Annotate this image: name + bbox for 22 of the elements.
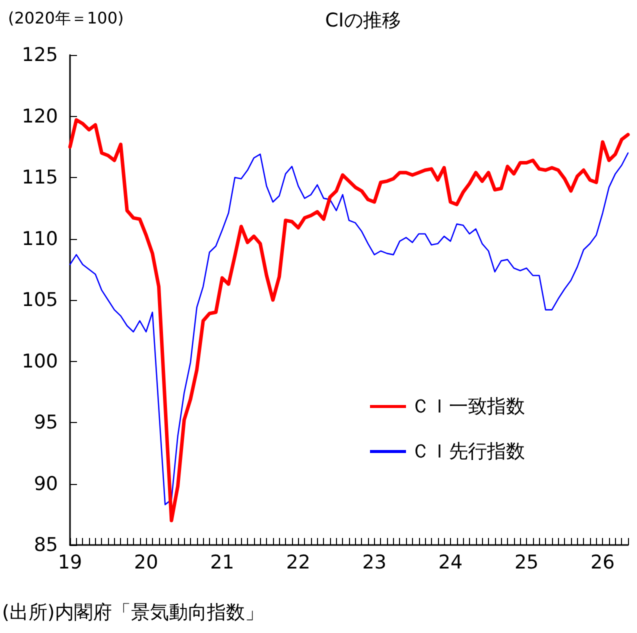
y-tick-label: 120 xyxy=(22,105,58,128)
x-tick-label: 25 xyxy=(514,552,539,574)
legend-label: ＣＩ一致指数 xyxy=(411,396,525,418)
y-tick-label: 125 xyxy=(22,44,58,66)
x-tick-label: 22 xyxy=(286,552,310,574)
x-tick-label: 20 xyxy=(134,552,158,574)
x-tick-label: 23 xyxy=(362,552,386,574)
x-tick-label: 19 xyxy=(58,552,82,574)
y-tick-label: 115 xyxy=(22,166,58,188)
x-tick-label: 24 xyxy=(438,552,463,574)
y-tick-label: 110 xyxy=(22,228,58,250)
text: (出所)内閣府「景気動向指数」 xyxy=(2,602,264,624)
chart-title: CIの推移 xyxy=(325,10,401,32)
y-tick-label: 100 xyxy=(22,350,58,372)
legend-label: ＣＩ先行指数 xyxy=(411,440,525,462)
y-axis-title: (2020年＝100) xyxy=(8,8,124,28)
x-tick-label: 21 xyxy=(210,552,234,574)
y-tick-label: 85 xyxy=(34,534,58,556)
x-tick-label: 26 xyxy=(590,552,615,574)
y-tick-label: 95 xyxy=(34,412,58,434)
y-tick-label: 105 xyxy=(22,289,58,311)
y-tick-label: 90 xyxy=(34,472,58,495)
